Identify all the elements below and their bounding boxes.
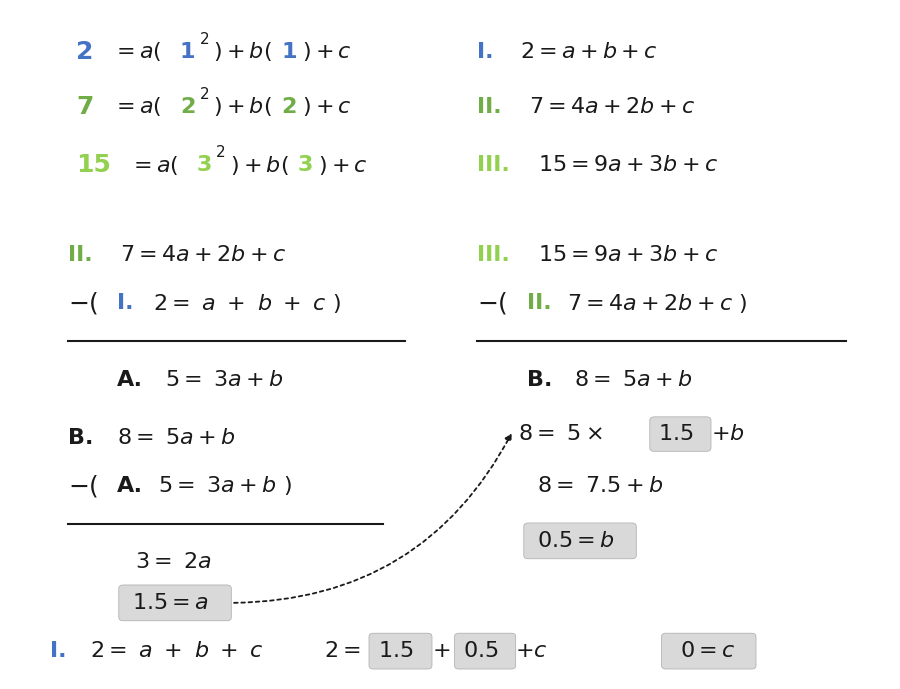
Text: III.: III.	[477, 155, 509, 176]
Text: $8 =\ 5a + b$: $8 =\ 5a + b$	[574, 370, 693, 391]
FancyBboxPatch shape	[662, 633, 756, 669]
Text: $) + b($: $) + b($	[213, 95, 273, 119]
Text: $2 =$: $2 =$	[324, 641, 361, 661]
Text: $5 =\ 3a + b\ )$: $5 =\ 3a + b\ )$	[158, 474, 292, 497]
Text: $) + b($: $) + b($	[230, 154, 289, 177]
Text: A.: A.	[117, 475, 143, 496]
Text: 7: 7	[76, 95, 94, 119]
Text: 2: 2	[282, 96, 297, 117]
Text: $3 =\ 2a$: $3 =\ 2a$	[135, 551, 212, 572]
Text: 3: 3	[196, 155, 211, 176]
Text: B.: B.	[526, 370, 552, 391]
Text: 1: 1	[282, 41, 297, 62]
Text: 2: 2	[200, 87, 210, 102]
Text: $1.5 = a$: $1.5 = a$	[132, 593, 209, 613]
Text: $0 = c$: $0 = c$	[680, 641, 735, 661]
Text: 2: 2	[180, 96, 195, 117]
Text: 15: 15	[76, 154, 112, 177]
Text: $7 = 4a + 2b + c\ )$: $7 = 4a + 2b + c\ )$	[567, 291, 747, 315]
Text: $2 = a + b + c$: $2 = a + b + c$	[520, 41, 658, 62]
Text: III.: III.	[477, 245, 509, 265]
Text: $) + c$: $) + c$	[302, 40, 351, 63]
Text: 3: 3	[298, 155, 313, 176]
FancyBboxPatch shape	[524, 523, 636, 559]
Text: $7 = 4a + 2b + c$: $7 = 4a + 2b + c$	[529, 96, 696, 117]
Text: $) + c$: $) + c$	[302, 95, 351, 119]
Text: 2: 2	[76, 40, 94, 63]
Text: A.: A.	[117, 370, 143, 391]
FancyBboxPatch shape	[650, 417, 711, 451]
Text: $2 =\ a\ +\ b\ +\ c\ )$: $2 =\ a\ +\ b\ +\ c\ )$	[153, 291, 341, 315]
Text: 2: 2	[200, 32, 210, 47]
Text: $+ c$: $+ c$	[515, 641, 547, 661]
Text: $-(\ $: $-(\ $	[477, 290, 508, 316]
Text: 1: 1	[180, 41, 195, 62]
FancyBboxPatch shape	[369, 633, 432, 669]
Text: $1.5$: $1.5$	[658, 424, 693, 444]
Text: B.: B.	[68, 427, 93, 448]
Text: 2: 2	[216, 145, 226, 161]
Text: $) + b($: $) + b($	[213, 40, 273, 63]
FancyBboxPatch shape	[454, 633, 516, 669]
Text: $15 = 9a + 3b + c$: $15 = 9a + 3b + c$	[538, 245, 718, 265]
Text: II.: II.	[526, 293, 551, 313]
Text: $= a($: $= a($	[112, 40, 162, 63]
Text: $7 = 4a + 2b + c$: $7 = 4a + 2b + c$	[120, 245, 286, 265]
Text: II.: II.	[477, 96, 501, 117]
FancyBboxPatch shape	[119, 585, 231, 621]
Text: $= a($: $= a($	[112, 95, 162, 119]
Text: $2 =\ a\ +\ b\ +\ c$: $2 =\ a\ +\ b\ +\ c$	[90, 641, 264, 661]
Text: $0.5 = b$: $0.5 = b$	[537, 531, 615, 551]
Text: $0.5$: $0.5$	[463, 641, 498, 661]
Text: $8 =\ 7.5 + b$: $8 =\ 7.5 + b$	[537, 475, 664, 496]
Text: $8 =\ 5a + b$: $8 =\ 5a + b$	[117, 427, 236, 448]
Text: II.: II.	[68, 245, 92, 265]
Text: $) + c$: $) + c$	[318, 154, 367, 177]
Text: $+ b$: $+ b$	[711, 424, 744, 444]
Text: $8 =\ 5 \times$: $8 =\ 5 \times$	[518, 424, 602, 444]
Text: $-(\ $: $-(\ $	[68, 290, 98, 316]
Text: $-(\ $: $-(\ $	[68, 473, 98, 499]
Text: I.: I.	[50, 641, 66, 661]
Text: $15 = 9a + 3b + c$: $15 = 9a + 3b + c$	[538, 155, 718, 176]
Text: I.: I.	[117, 293, 133, 313]
Text: $1.5$: $1.5$	[378, 641, 413, 661]
Text: $= a($: $= a($	[129, 154, 178, 177]
Text: $+$: $+$	[432, 641, 450, 661]
Text: $5 =\ 3a + b$: $5 =\ 3a + b$	[165, 370, 284, 391]
Text: I.: I.	[477, 41, 493, 62]
